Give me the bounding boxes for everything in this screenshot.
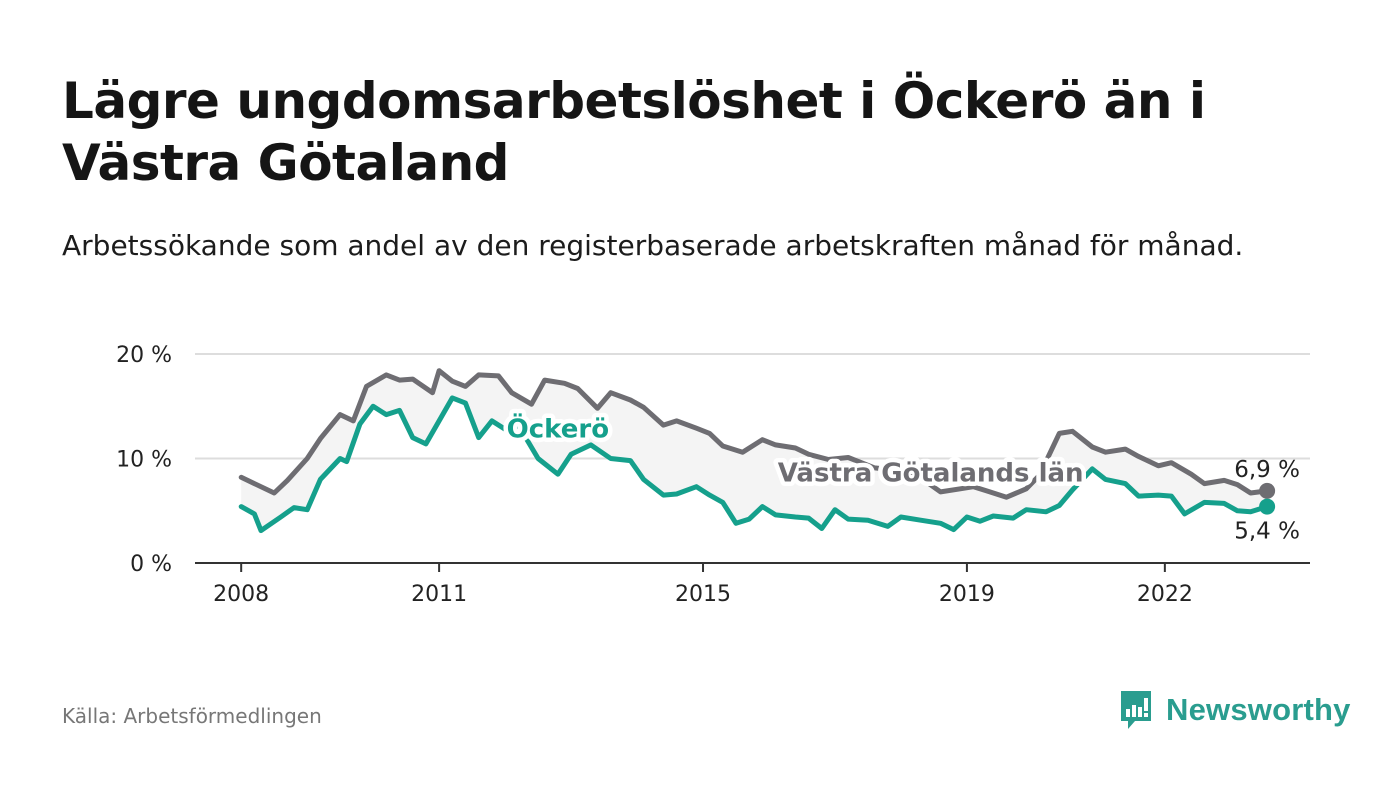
x-tick-label: 2019 bbox=[939, 582, 995, 607]
annotation-vastra-gotaland: Västra Götalands län bbox=[778, 458, 1084, 488]
series-lines bbox=[238, 368, 1276, 534]
y-tick-label: 10 % bbox=[116, 448, 172, 473]
x-tick-label: 2008 bbox=[213, 582, 269, 607]
line-ockero bbox=[238, 395, 1270, 534]
annotation-ockero: Öckerö bbox=[507, 412, 609, 445]
y-tick-label: 0 % bbox=[130, 552, 172, 577]
x-tick-label: 2022 bbox=[1137, 582, 1193, 607]
end-point-vastra-gotaland bbox=[1259, 482, 1276, 499]
source-note: Källa: Arbetsförmedlingen bbox=[62, 704, 322, 728]
end-label-vastra-gotaland: 6,9 % bbox=[1234, 457, 1300, 483]
annotation-ockero-halo: Öckerö bbox=[507, 412, 609, 445]
y-tick-label: 20 % bbox=[116, 343, 172, 368]
newsworthy-logo-icon bbox=[1121, 691, 1151, 729]
difference-band bbox=[241, 373, 1268, 530]
line-vastra-gotaland bbox=[238, 368, 1270, 500]
newsworthy-logo-text: Newsworthy bbox=[1166, 692, 1351, 727]
chart-subtitle: Arbetssökande som andel av den registerb… bbox=[62, 229, 1244, 262]
newsworthy-logo[interactable]: Newsworthy bbox=[1118, 688, 1351, 732]
x-tick-label: 2015 bbox=[675, 582, 731, 607]
annotation-vastra-gotaland-halo: Västra Götalands län bbox=[778, 458, 1084, 488]
end-label-ockero: 5,4 % bbox=[1234, 519, 1300, 545]
x-axis: 2008 2011 2015 2019 2022 bbox=[195, 562, 1310, 607]
chart-title: Lägre ungdomsarbetslöshet i Öckerö än i … bbox=[62, 72, 1206, 192]
x-tick-label: 2011 bbox=[411, 582, 467, 607]
line-chart: 0 % 10 % 20 % 2008 2011 2015 2019 2022 6,9 % 5,… bbox=[116, 343, 1310, 607]
end-point-ockero bbox=[1259, 498, 1276, 515]
